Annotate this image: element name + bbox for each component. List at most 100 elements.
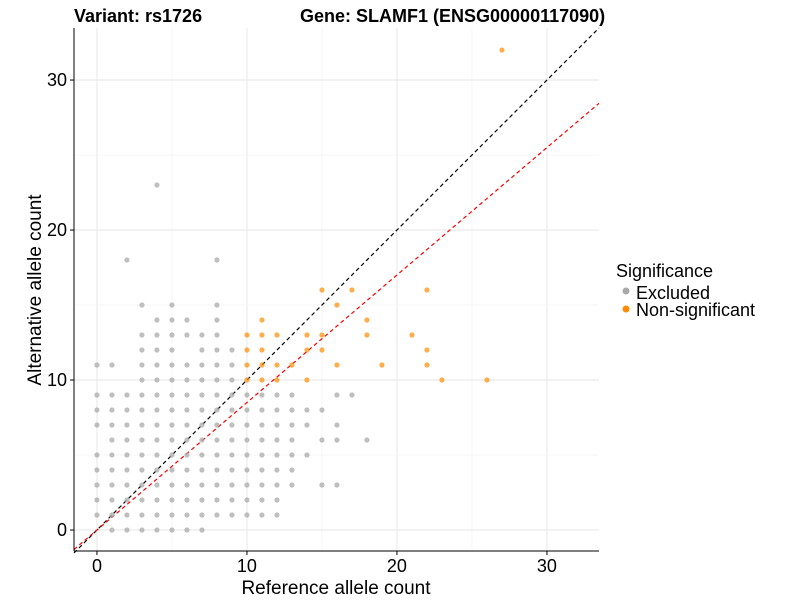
axis-ticks: 0 10 20 30 0 10 20 30 [47,70,557,576]
point-excluded [94,512,100,518]
point-excluded [154,317,160,323]
point-excluded [349,392,355,398]
data-points [94,47,505,533]
point-non-significant [304,377,310,383]
point-excluded [244,407,250,413]
point-excluded [169,467,175,473]
point-excluded [289,407,295,413]
point-non-significant [364,317,370,323]
point-excluded [124,527,130,533]
point-excluded [199,437,205,443]
y-axis-title: Alternative allele count [25,194,46,386]
point-non-significant [274,377,280,383]
point-excluded [319,482,325,488]
point-excluded [199,422,205,428]
point-excluded [259,407,265,413]
point-excluded [169,362,175,368]
point-non-significant [484,377,490,383]
point-excluded [109,512,115,518]
point-excluded [184,482,190,488]
point-excluded [109,362,115,368]
point-excluded [334,437,340,443]
y-tick-label: 10 [47,370,67,390]
identity-line [73,27,600,554]
point-excluded [214,332,220,338]
point-excluded [94,407,100,413]
point-excluded [199,377,205,383]
point-excluded [244,482,250,488]
point-excluded [274,482,280,488]
point-excluded [334,392,340,398]
point-non-significant [304,347,310,353]
point-non-significant [439,377,445,383]
point-excluded [259,512,265,518]
point-excluded [124,422,130,428]
legend-key-excluded [622,287,630,295]
point-excluded [274,512,280,518]
point-excluded [289,452,295,458]
y-tick-label: 20 [47,220,67,240]
point-excluded [109,467,115,473]
point-excluded [229,437,235,443]
point-excluded [139,497,145,503]
point-excluded [199,467,205,473]
point-excluded [244,497,250,503]
point-excluded [304,452,310,458]
point-excluded [124,452,130,458]
legend-label-non-significant: Non-significant [636,300,755,320]
point-excluded [214,347,220,353]
point-non-significant [334,362,340,368]
point-non-significant [274,332,280,338]
point-excluded [229,497,235,503]
point-excluded [109,482,115,488]
point-excluded [169,332,175,338]
point-excluded [214,497,220,503]
point-excluded [124,482,130,488]
point-excluded [199,452,205,458]
point-excluded [94,392,100,398]
point-excluded [184,527,190,533]
point-excluded [259,452,265,458]
point-non-significant [259,377,265,383]
point-excluded [169,482,175,488]
point-excluded [199,392,205,398]
point-excluded [259,437,265,443]
point-excluded [274,467,280,473]
point-excluded [139,302,145,308]
point-excluded [214,452,220,458]
point-non-significant [409,332,415,338]
point-excluded [109,452,115,458]
point-excluded [229,407,235,413]
point-excluded [289,437,295,443]
point-excluded [169,317,175,323]
point-excluded [199,347,205,353]
point-excluded [109,407,115,413]
point-excluded [154,407,160,413]
fit-line [73,102,600,550]
point-excluded [169,302,175,308]
point-non-significant [289,362,295,368]
point-excluded [139,362,145,368]
point-excluded [154,512,160,518]
point-excluded [169,377,175,383]
point-excluded [274,422,280,428]
point-excluded [94,422,100,428]
point-excluded [229,467,235,473]
point-excluded [154,362,160,368]
point-non-significant [244,347,250,353]
point-non-significant [259,347,265,353]
point-excluded [109,497,115,503]
point-non-significant [259,362,265,368]
point-excluded [229,452,235,458]
point-excluded [229,512,235,518]
point-excluded [229,377,235,383]
point-excluded [304,407,310,413]
point-excluded [199,512,205,518]
point-excluded [214,392,220,398]
point-non-significant [379,362,385,368]
point-excluded [154,482,160,488]
legend-key-non-significant [622,305,630,313]
x-tick-label: 10 [237,556,257,576]
point-non-significant [319,287,325,293]
point-excluded [109,392,115,398]
